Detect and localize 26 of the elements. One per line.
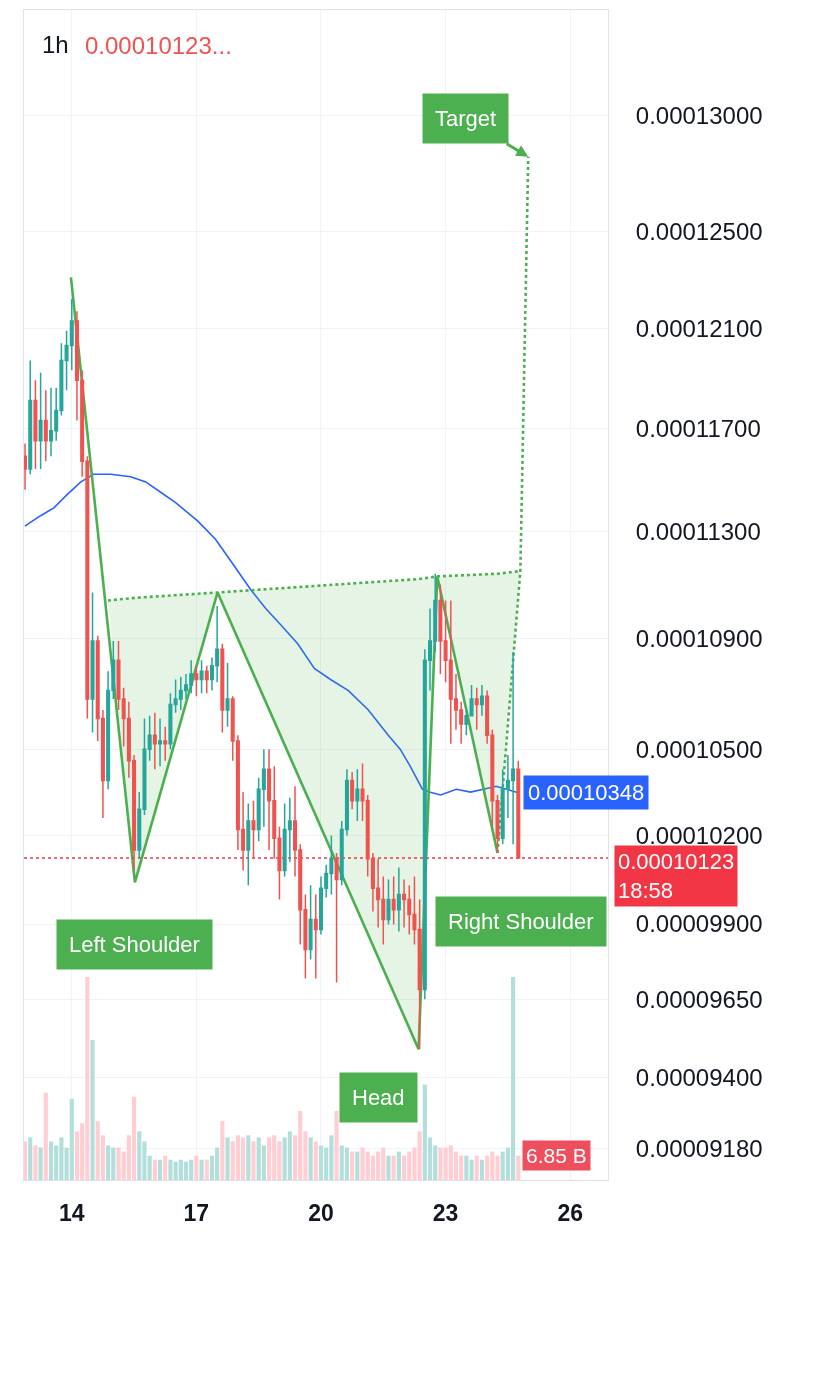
annotation: 6.85 B — [526, 1144, 587, 1167]
y-tick-label: 0.00009400 — [635, 1064, 763, 1092]
y-tick-label: 0.00011300 — [635, 517, 761, 545]
y-tick-label: 0.00012500 — [635, 218, 763, 246]
x-tick-label: 14 — [58, 1199, 85, 1226]
x-tick-label: 17 — [183, 1199, 210, 1226]
y-tick-label: 0.00009900 — [635, 910, 763, 938]
y-tick-label: 0.00010500 — [635, 735, 763, 763]
y-tick-label: 0.00009180 — [635, 1134, 763, 1162]
y-tick-label: 0.00010900 — [635, 624, 763, 652]
annotation: Head — [352, 1085, 405, 1110]
y-tick-label: 0.00009650 — [635, 986, 763, 1014]
y-tick-label: 0.00012100 — [635, 314, 763, 342]
x-tick-label: 20 — [308, 1199, 334, 1226]
data-label: 0.00010348 — [528, 780, 645, 805]
y-tick-label: 0.00010200 — [635, 821, 763, 849]
annotation: Right Shoulder — [448, 909, 594, 934]
annotation: Left Shoulder — [69, 932, 200, 957]
text: 1h — [42, 31, 69, 59]
y-tick-label: 0.00011700 — [635, 414, 761, 442]
y-tick-label: 0.00013000 — [635, 101, 763, 129]
text: 0.00010123... — [85, 32, 232, 59]
annotation: Target — [435, 106, 497, 131]
x-tick-label: 26 — [557, 1199, 583, 1226]
ref-line-label: 0.00010123 18:58 — [618, 849, 735, 903]
x-tick-label: 23 — [432, 1199, 459, 1226]
